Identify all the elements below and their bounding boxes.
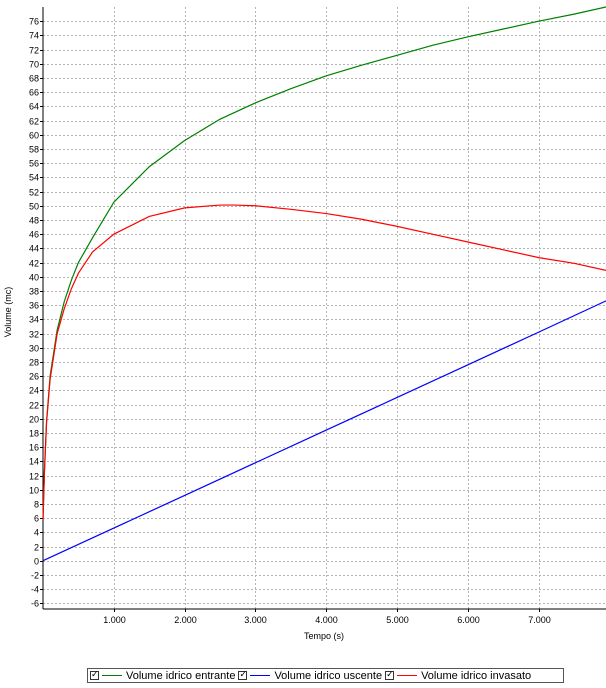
x-axis-ticks: 1.000 2.000 3.000 4.000 5.000 6.000 7.000 bbox=[103, 609, 551, 625]
y-axis-label: Volume (mc) bbox=[3, 287, 13, 338]
y-tick-label: 8 bbox=[34, 500, 39, 510]
y-tick-label: 18 bbox=[29, 429, 39, 439]
y-tick-label: -4 bbox=[31, 585, 39, 595]
series-line-2 bbox=[42, 300, 606, 562]
x-tick-label: 5.000 bbox=[386, 615, 409, 625]
y-tick-label: 22 bbox=[29, 401, 39, 411]
y-tick-label: 16 bbox=[29, 443, 39, 453]
grid-lines bbox=[43, 7, 606, 609]
legend-swatch-invasato bbox=[397, 675, 418, 676]
y-tick-label: 74 bbox=[29, 31, 39, 41]
y-tick-label: 26 bbox=[29, 372, 39, 382]
y-tick-label: 44 bbox=[29, 244, 39, 254]
x-tick-label: 2.000 bbox=[174, 615, 197, 625]
y-tick-label: 36 bbox=[29, 301, 39, 311]
y-tick-label: 2 bbox=[34, 543, 39, 553]
legend-swatch-uscente bbox=[250, 675, 271, 676]
y-tick-label: 40 bbox=[29, 273, 39, 283]
y-tick-label: 60 bbox=[29, 131, 39, 141]
legend-swatch-entrante bbox=[102, 675, 122, 676]
y-tick-label: 66 bbox=[29, 88, 39, 98]
checkbox-checked-icon[interactable]: ✓ bbox=[90, 670, 99, 680]
y-tick-label: 30 bbox=[29, 344, 39, 354]
y-tick-label: 46 bbox=[29, 230, 39, 240]
legend-item-uscente[interactable]: ✓ Volume idrico uscente bbox=[238, 670, 382, 682]
y-tick-label: 12 bbox=[29, 472, 39, 482]
y-tick-label: 70 bbox=[29, 60, 39, 70]
series-line-3 bbox=[42, 204, 606, 520]
y-tick-label: 54 bbox=[29, 173, 39, 183]
x-axis-label: Tempo (s) bbox=[304, 631, 344, 641]
y-tick-label: 48 bbox=[29, 216, 39, 226]
y-tick-label: 52 bbox=[29, 188, 39, 198]
legend-label-entrante: Volume idrico entrante bbox=[126, 669, 236, 682]
y-tick-label: 14 bbox=[29, 457, 39, 467]
x-tick-label: 7.000 bbox=[528, 615, 551, 625]
y-tick-label: 72 bbox=[29, 46, 39, 56]
checkbox-checked-icon[interactable]: ✓ bbox=[385, 670, 395, 680]
y-axis-ticks: -6-4-20246810121416182022242628303234363… bbox=[29, 17, 43, 609]
legend-label-uscente: Volume idrico uscente bbox=[274, 669, 383, 682]
y-tick-label: 34 bbox=[29, 315, 39, 325]
y-tick-label: 76 bbox=[29, 17, 39, 27]
checkbox-checked-icon[interactable]: ✓ bbox=[238, 670, 248, 680]
legend-label-invasato: Volume idrico invasato bbox=[421, 669, 532, 682]
y-tick-label: 50 bbox=[29, 202, 39, 212]
y-tick-label: 4 bbox=[34, 528, 39, 538]
y-tick-label: 24 bbox=[29, 386, 39, 396]
y-tick-label: 0 bbox=[34, 557, 39, 567]
y-tick-label: -2 bbox=[31, 571, 39, 581]
x-tick-label: 3.000 bbox=[244, 615, 267, 625]
y-tick-label: 64 bbox=[29, 102, 39, 112]
x-tick-label: 4.000 bbox=[315, 615, 338, 625]
y-tick-label: 68 bbox=[29, 74, 39, 84]
y-tick-label: 6 bbox=[34, 514, 39, 524]
x-tick-label: 1.000 bbox=[103, 615, 126, 625]
legend-item-invasato[interactable]: ✓ Volume idrico invasato bbox=[385, 670, 531, 682]
y-tick-label: 56 bbox=[29, 159, 39, 169]
y-tick-label: 58 bbox=[29, 145, 39, 155]
y-tick-label: -6 bbox=[31, 599, 39, 609]
y-tick-label: 20 bbox=[29, 415, 39, 425]
y-tick-label: 38 bbox=[29, 287, 39, 297]
chart-legend: ✓ Volume idrico entrante ✓ Volume idrico… bbox=[87, 668, 564, 683]
y-tick-label: 28 bbox=[29, 358, 39, 368]
x-tick-label: 6.000 bbox=[457, 615, 480, 625]
series-lines bbox=[42, 6, 606, 562]
y-tick-label: 62 bbox=[29, 117, 39, 127]
y-tick-label: 32 bbox=[29, 330, 39, 340]
y-tick-label: 10 bbox=[29, 486, 39, 496]
legend-item-entrante[interactable]: ✓ Volume idrico entrante bbox=[90, 670, 235, 682]
y-tick-label: 42 bbox=[29, 259, 39, 269]
